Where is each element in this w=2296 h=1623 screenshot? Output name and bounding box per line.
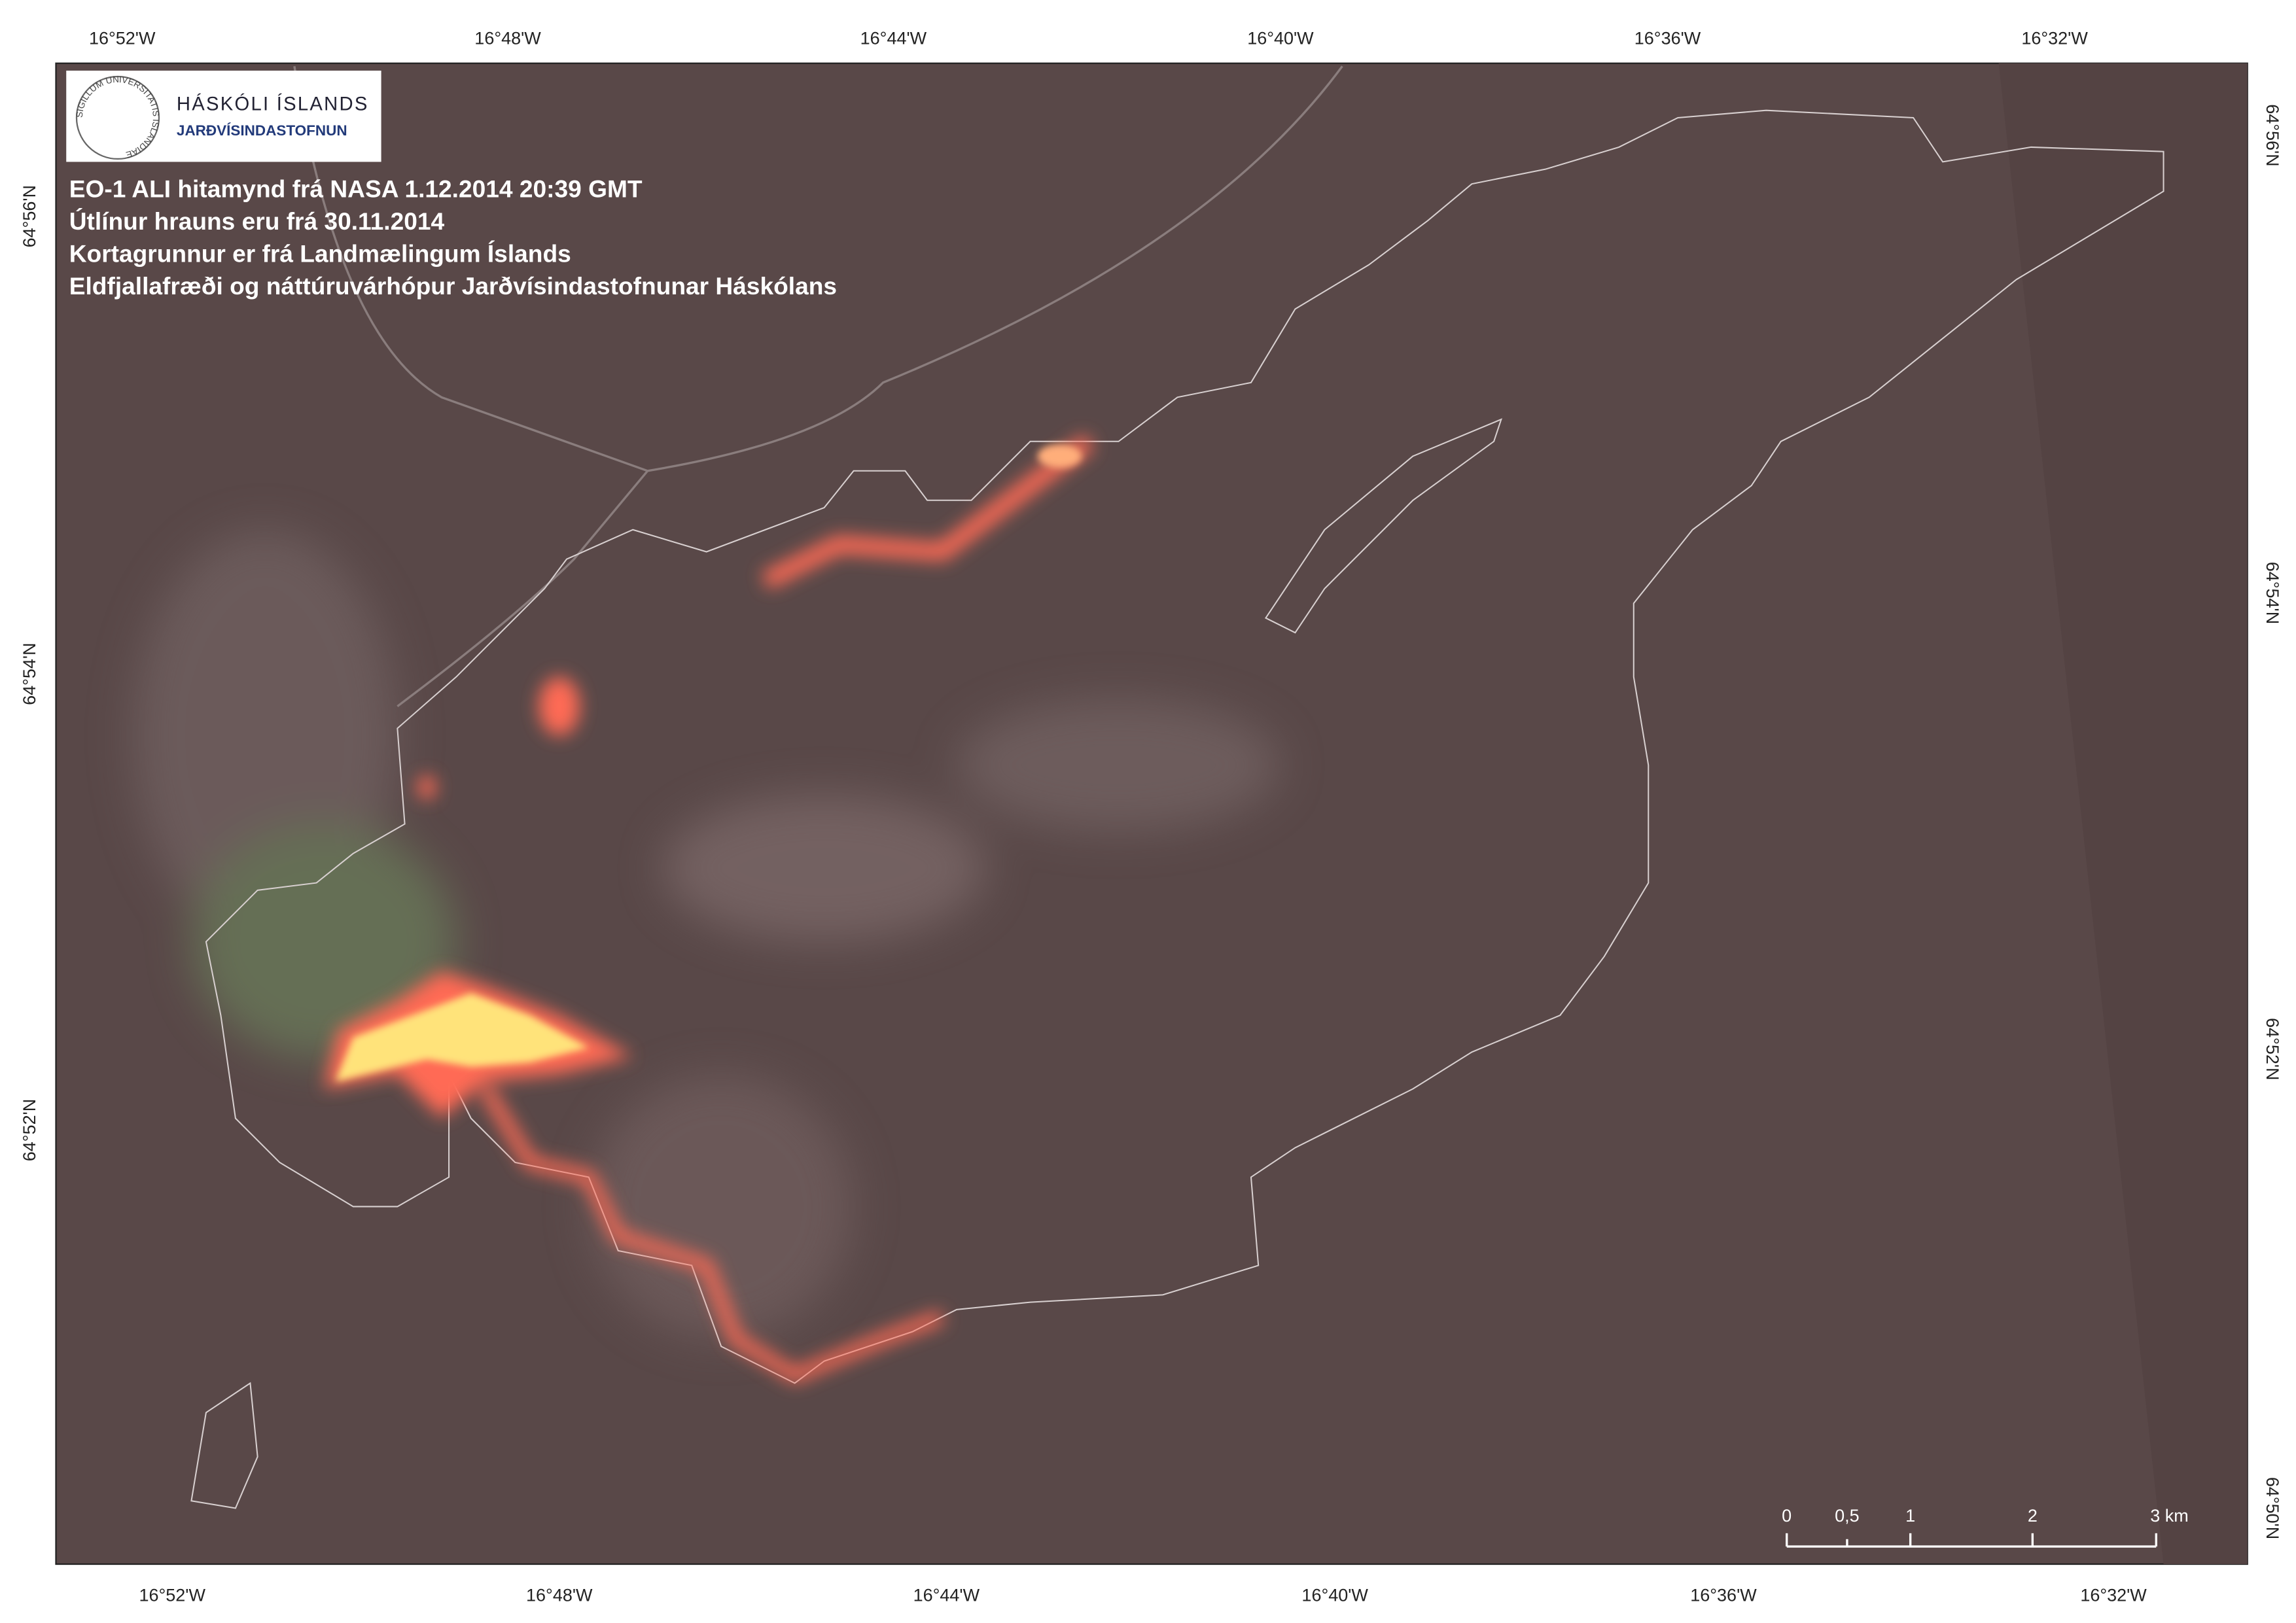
island-outline xyxy=(1264,418,1503,634)
plume xyxy=(132,529,1280,1339)
image-edge xyxy=(1998,63,2248,1565)
left-tick-label: 64°52'N xyxy=(20,1099,39,1161)
info-line: Eldfjallafræði og náttúruvárhópur Jarðví… xyxy=(69,272,837,300)
bottom-tick-label: 16°52'W xyxy=(139,1585,205,1605)
top-tick-label: 16°44'W xyxy=(860,28,927,48)
scale-bar: 0 0,5 1 2 3 km xyxy=(1782,1506,2189,1548)
bottom-tick-label: 16°44'W xyxy=(913,1585,980,1605)
bottom-tick-label: 16°36'W xyxy=(1690,1585,1757,1605)
small-outline xyxy=(190,1382,258,1509)
logo-name: HÁSKÓLI ÍSLANDS xyxy=(177,94,369,115)
logo-seal xyxy=(75,75,160,160)
bottom-tick-label: 16°32'W xyxy=(2080,1585,2147,1605)
info-line: Útlínur hrauns eru frá 30.11.2014 xyxy=(69,207,445,235)
scale-label: 1 xyxy=(1905,1506,1915,1526)
logo-box xyxy=(66,70,381,162)
scale-label: 2 xyxy=(2028,1506,2038,1526)
top-tick-label: 16°40'W xyxy=(1247,28,1314,48)
tick-labels: 16°52'W 16°48'W 16°44'W 16°40'W 16°36'W 16°32… xyxy=(20,28,2282,1605)
left-tick-label: 64°54'N xyxy=(20,642,39,705)
top-tick-label: 16°48'W xyxy=(474,28,541,48)
lava-core xyxy=(335,444,1082,1082)
left-tick-label: 64°56'N xyxy=(20,185,39,247)
right-tick-label: 64°56'N xyxy=(2263,104,2282,166)
scale-label: 3 km xyxy=(2150,1506,2188,1526)
bottom-tick-label: 16°48'W xyxy=(526,1585,593,1605)
info-text: EO-1 ALI hitamynd frá NASA 1.12.2014 20:… xyxy=(69,175,837,299)
scale-label: 0 xyxy=(1782,1506,1792,1526)
right-tick-label: 64°54'N xyxy=(2263,562,2282,624)
logo-unit: JARÐVÍSINDASTOFNUN xyxy=(177,122,347,139)
right-tick-label: 64°50'N xyxy=(2263,1477,2282,1539)
info-line: Kortagrunnur er frá Landmælingum Íslands xyxy=(69,239,571,267)
roads xyxy=(293,65,1343,708)
scale-label: 0,5 xyxy=(1835,1506,1860,1526)
top-tick-label: 16°36'W xyxy=(1634,28,1701,48)
top-tick-label: 16°52'W xyxy=(89,28,156,48)
bottom-tick-label: 16°40'W xyxy=(1301,1585,1368,1605)
right-tick-label: 64°52'N xyxy=(2263,1018,2282,1080)
info-line: EO-1 ALI hitamynd frá NASA 1.12.2014 20:… xyxy=(69,175,643,202)
lava-outline xyxy=(205,109,2164,1384)
top-tick-label: 16°32'W xyxy=(2021,28,2088,48)
